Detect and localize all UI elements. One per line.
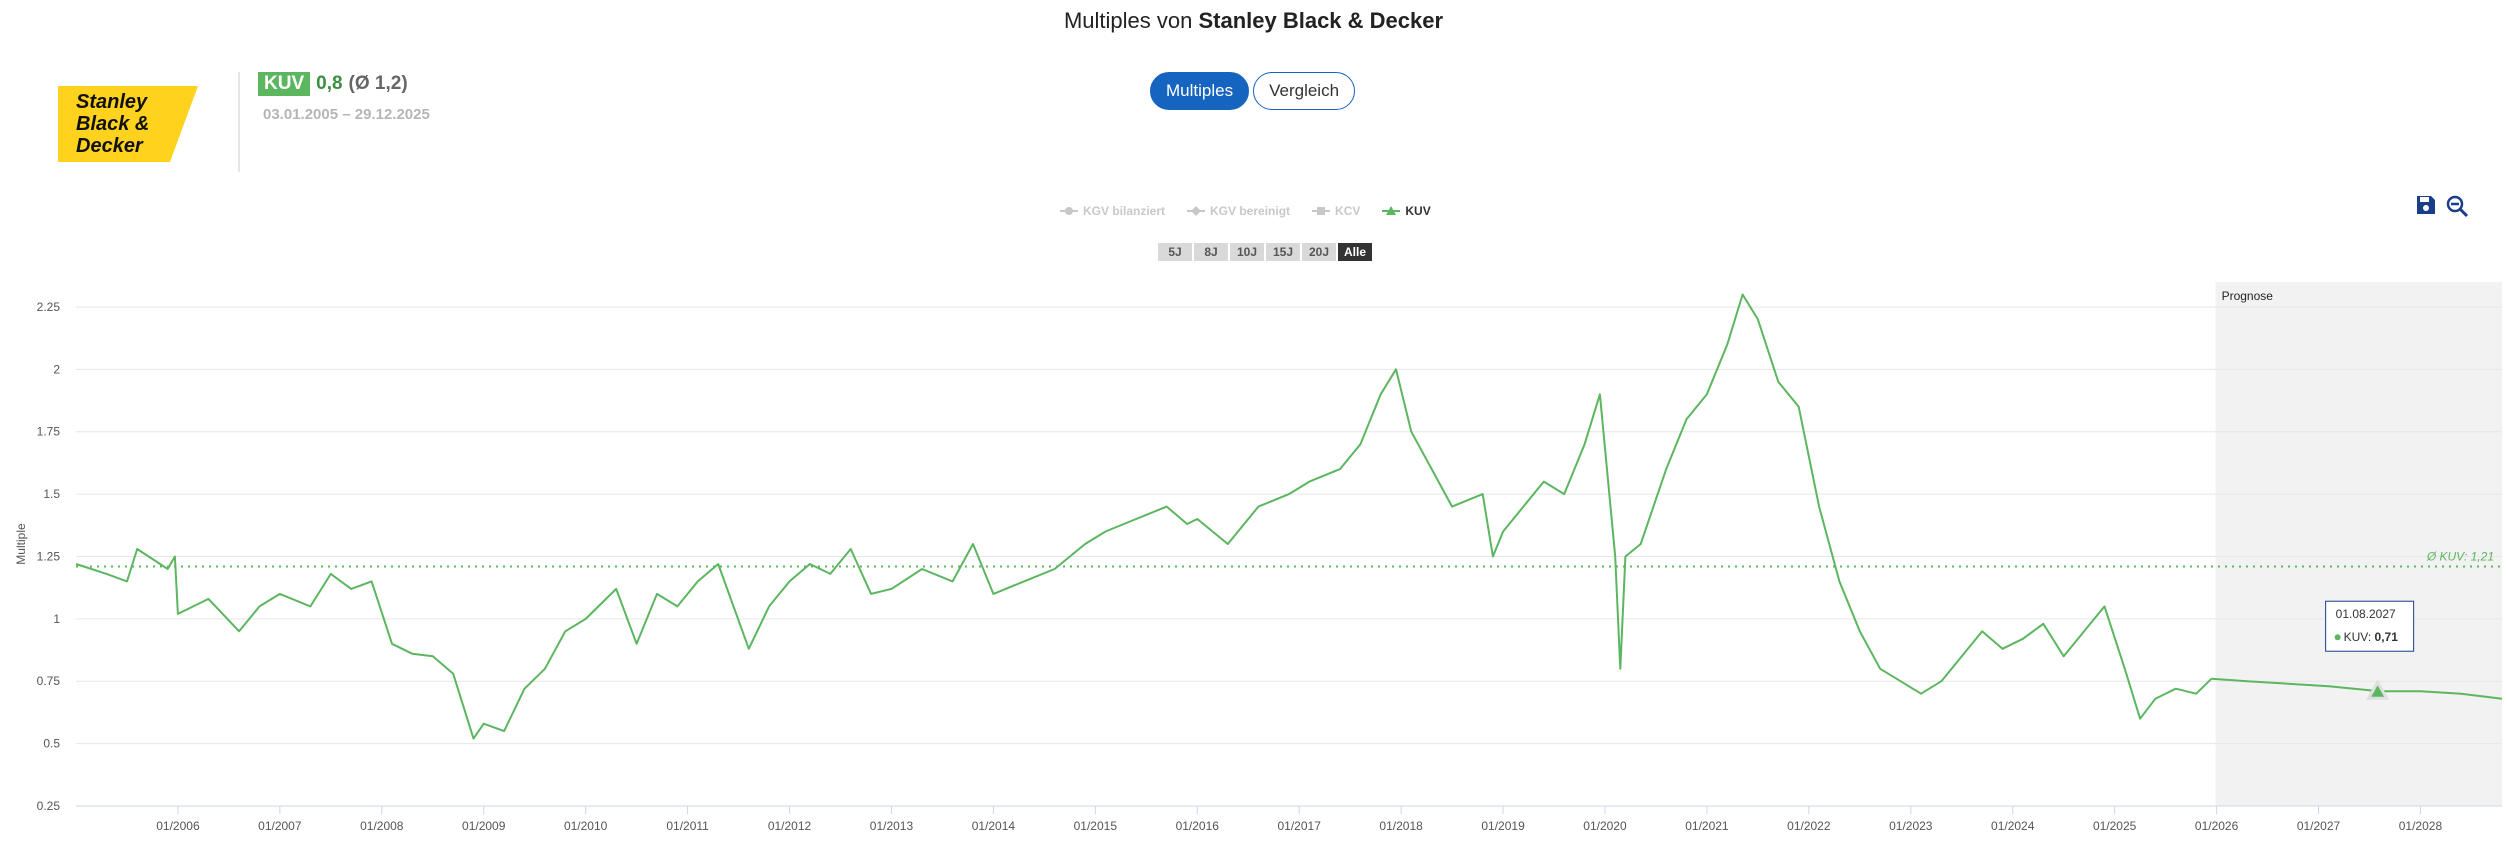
y-tick-label: 1.5 [43, 487, 60, 501]
chart-tools [2415, 194, 2469, 218]
tooltip-value: KUV: 0,71 [2344, 630, 2399, 644]
kuv-chart: Prognose 0.25 0.5 0.75 1 1.25 1.5 1.75 2 2.25 01/2… [14, 282, 2503, 833]
legend-label: KCV [1335, 204, 1361, 218]
x-tick-label: 01/2006 [156, 819, 200, 833]
y-tick-label: 2 [53, 362, 60, 376]
chart-legend: KGV bilanziert KGV bereinigt KCV KUV [1060, 204, 1431, 218]
x-tick-label: 01/2016 [1176, 819, 1220, 833]
x-tick-label: 01/2023 [1889, 819, 1933, 833]
header-divider [238, 72, 240, 172]
save-icon[interactable] [2415, 194, 2437, 216]
company-logo: Stanley Black & Decker [58, 86, 198, 162]
zoom-out-icon[interactable] [2445, 194, 2469, 218]
range-button-10j[interactable]: 10J [1230, 243, 1264, 261]
average-label: Ø KUV: 1,21 [2426, 549, 2494, 563]
range-button-alle[interactable]: Alle [1338, 243, 1372, 261]
svg-text:Decker: Decker [76, 135, 144, 157]
tooltip: 01.08.2027 KUV: 0,71 [2325, 600, 2415, 652]
legend-label: KGV bereinigt [1210, 204, 1291, 218]
x-tick-label: 01/2009 [462, 819, 506, 833]
x-tick-label: 01/2026 [2195, 819, 2239, 833]
tab-vergleich[interactable]: Vergleich [1253, 72, 1356, 110]
y-axis-label: Multiple [14, 523, 28, 565]
range-button-20j[interactable]: 20J [1302, 243, 1336, 261]
kpi-summary: KUV 0,8 (Ø 1,2) [258, 72, 408, 96]
range-selector: 5J 8J 10J 15J 20J Alle [1158, 243, 1372, 261]
square-marker-icon [1312, 207, 1331, 215]
range-button-15j[interactable]: 15J [1266, 243, 1300, 261]
x-tick-label: 01/2025 [2093, 819, 2137, 833]
kpi-value: 0,8 [316, 73, 343, 94]
y-tick-label: 0.75 [37, 674, 61, 688]
kuv-forecast-line [2211, 677, 2503, 700]
x-tick-label: 01/2008 [360, 819, 404, 833]
legend-item-kgv-bereinigt[interactable]: KGV bereinigt [1187, 204, 1290, 218]
x-tick-label: 01/2014 [972, 819, 1016, 833]
circle-marker-icon [1060, 207, 1078, 215]
title-prefix: Multiples von [1063, 8, 1193, 33]
page-title: Multiples von Stanley Black & Decker [0, 8, 2507, 34]
x-tick-label: 01/2021 [1685, 819, 1729, 833]
x-tick-label: 01/2011 [666, 819, 709, 833]
x-tick-label: 01/2024 [1991, 819, 2035, 833]
tooltip-date: 01.08.2027 [2336, 607, 2396, 621]
kpi-average: (Ø 1,2) [348, 73, 408, 94]
tooltip-dot [2334, 634, 2341, 641]
kpi-badge: KUV [258, 72, 311, 96]
y-tick-label: 1.25 [37, 549, 61, 563]
svg-text:Black &: Black & [76, 113, 149, 135]
y-tick-label: 1 [53, 612, 60, 626]
legend-label: KGV bilanziert [1083, 204, 1166, 218]
company-name: Stanley Black & Decker [1198, 8, 1444, 33]
kuv-series-line [75, 293, 2213, 740]
x-tick-label: 01/2012 [768, 819, 812, 833]
diamond-marker-icon [1187, 206, 1206, 216]
x-tick-label: 01/2020 [1583, 819, 1627, 833]
y-tick-label: 2.25 [37, 300, 61, 314]
svg-text:Stanley: Stanley [76, 91, 148, 113]
legend-label: KUV [1405, 204, 1431, 218]
tab-multiples[interactable]: Multiples [1150, 72, 1250, 110]
x-tick-label: 01/2015 [1074, 819, 1118, 833]
view-tabs: Multiples Vergleich [1150, 72, 1356, 110]
forecast-band [2215, 282, 2502, 806]
legend-item-kuv[interactable]: KUV [1382, 204, 1431, 218]
x-tick-label: 01/2007 [258, 819, 302, 833]
x-tick-label: 01/2028 [2399, 819, 2443, 833]
x-tick-label: 01/2010 [564, 819, 608, 833]
triangle-marker-icon [1382, 206, 1401, 215]
legend-item-kcv[interactable]: KCV [1312, 204, 1360, 218]
x-tick-label: 01/2019 [1481, 819, 1525, 833]
tooltip-box [2325, 600, 2415, 652]
x-tick-label: 01/2013 [870, 819, 914, 833]
y-tick-label: 0.25 [37, 799, 61, 813]
x-tick-label: 01/2017 [1277, 819, 1321, 833]
date-range: 03.01.2005 – 29.12.2025 [263, 106, 430, 123]
y-tick-label: 1.75 [37, 425, 61, 439]
legend-item-kgv-bilanziert[interactable]: KGV bilanziert [1060, 204, 1165, 218]
forecast-label: Prognose [2222, 289, 2274, 303]
range-button-5j[interactable]: 5J [1158, 243, 1192, 261]
x-tick-label: 01/2018 [1379, 819, 1423, 833]
x-tick-label: 01/2027 [2297, 819, 2341, 833]
tooltip-marker [2366, 679, 2390, 700]
y-tick-label: 0.5 [43, 737, 60, 751]
x-tick-label: 01/2022 [1787, 819, 1831, 833]
range-button-8j[interactable]: 8J [1194, 243, 1228, 261]
